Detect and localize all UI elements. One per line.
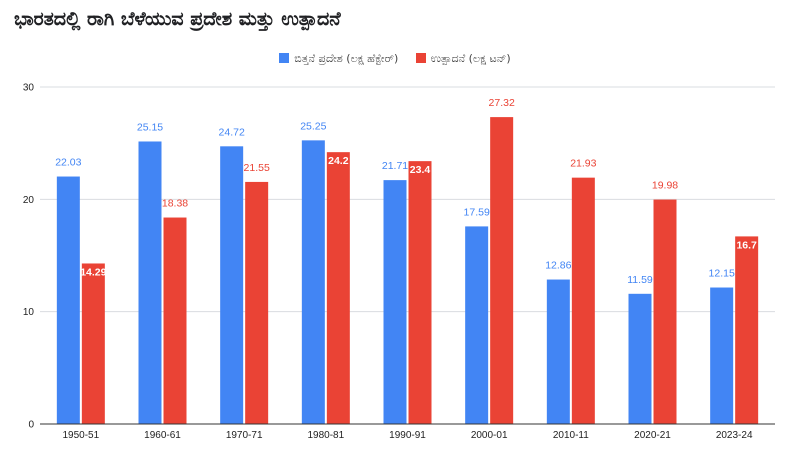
bar-production bbox=[81, 263, 105, 424]
bar-area bbox=[138, 141, 162, 424]
y-tick-label: 10 bbox=[23, 307, 35, 318]
data-label-production: 14.29 bbox=[80, 266, 106, 278]
x-tick-label: 1980-81 bbox=[307, 430, 344, 441]
bar-area bbox=[383, 180, 407, 424]
bar-production bbox=[735, 236, 759, 424]
x-tick-label: 1960-61 bbox=[144, 430, 181, 441]
bar-production bbox=[653, 199, 677, 424]
data-label-production: 21.93 bbox=[570, 158, 596, 170]
data-label-area: 12.15 bbox=[709, 268, 735, 280]
data-label-area: 12.86 bbox=[545, 260, 571, 272]
y-tick-label: 30 bbox=[23, 83, 35, 94]
data-label-area: 11.59 bbox=[627, 274, 653, 286]
y-tick-label: 0 bbox=[28, 420, 34, 431]
x-tick-label: 1970-71 bbox=[226, 430, 263, 441]
legend-swatch-area bbox=[279, 53, 290, 63]
bar-area bbox=[220, 146, 244, 424]
legend-item-area[interactable]: ಬಿತ್ತನೆ ಪ್ರದೇಶ (ಲಕ್ಷ ಹೆಕ್ಟೇರ್) bbox=[279, 52, 398, 66]
data-label-area: 17.59 bbox=[464, 206, 490, 218]
data-label-production: 18.38 bbox=[162, 198, 188, 210]
x-tick-label: 1990-91 bbox=[389, 430, 426, 441]
y-tick-label: 20 bbox=[23, 195, 35, 206]
legend-swatch-production bbox=[415, 53, 426, 63]
bar-production bbox=[163, 217, 187, 424]
bar-production bbox=[490, 117, 514, 424]
chart-title: ಭಾರತದಲ್ಲಿ ರಾಗಿ ಬೆಳೆಯುವ ಪ್ರದೇಶ ಮತ್ತು ಉತ್ಪ… bbox=[14, 8, 341, 30]
bar-area bbox=[628, 293, 652, 424]
data-label-area: 21.71 bbox=[382, 160, 408, 172]
legend-label-production: ಉತ್ಪಾದನೆ (ಲಕ್ಷ ಟನ್) bbox=[430, 52, 511, 65]
bar-production bbox=[571, 177, 595, 424]
legend-item-production[interactable]: ಉತ್ಪಾದನೆ (ಲಕ್ಷ ಟನ್) bbox=[415, 52, 511, 66]
bar-area bbox=[710, 287, 734, 424]
data-label-production: 23.4 bbox=[410, 164, 431, 176]
legend: ಬಿತ್ತನೆ ಪ್ರದೇಶ (ಲಕ್ಷ ಹೆಕ್ಟೇರ್) ಉತ್ಪಾದನೆ … bbox=[0, 52, 790, 66]
data-label-production: 21.55 bbox=[244, 162, 270, 174]
x-tick-label: 2020-21 bbox=[634, 430, 671, 441]
data-label-production: 27.32 bbox=[489, 97, 515, 109]
x-tick-label: 2000-01 bbox=[471, 430, 508, 441]
bar-area bbox=[301, 140, 325, 424]
bar-production bbox=[245, 181, 269, 424]
data-label-production: 24.2 bbox=[328, 155, 349, 167]
bar-area bbox=[546, 279, 570, 424]
data-label-area: 24.72 bbox=[219, 126, 245, 138]
bar-area bbox=[465, 226, 489, 424]
data-label-area: 22.03 bbox=[55, 157, 81, 169]
data-label-area: 25.15 bbox=[137, 121, 163, 133]
bar-production bbox=[326, 152, 350, 425]
data-label-production: 19.98 bbox=[652, 180, 678, 192]
x-tick-label: 1950-51 bbox=[62, 430, 99, 441]
x-tick-label: 2023-24 bbox=[716, 430, 753, 441]
x-tick-label: 2010-11 bbox=[553, 430, 589, 441]
data-label-area: 25.25 bbox=[300, 120, 326, 132]
legend-label-area: ಬಿತ್ತನೆ ಪ್ರದೇಶ (ಲಕ್ಷ ಹೆಕ್ಟೇರ್) bbox=[294, 52, 399, 65]
data-label-production: 16.7 bbox=[736, 239, 757, 251]
bar-area bbox=[56, 176, 80, 424]
bar-production bbox=[408, 161, 432, 424]
